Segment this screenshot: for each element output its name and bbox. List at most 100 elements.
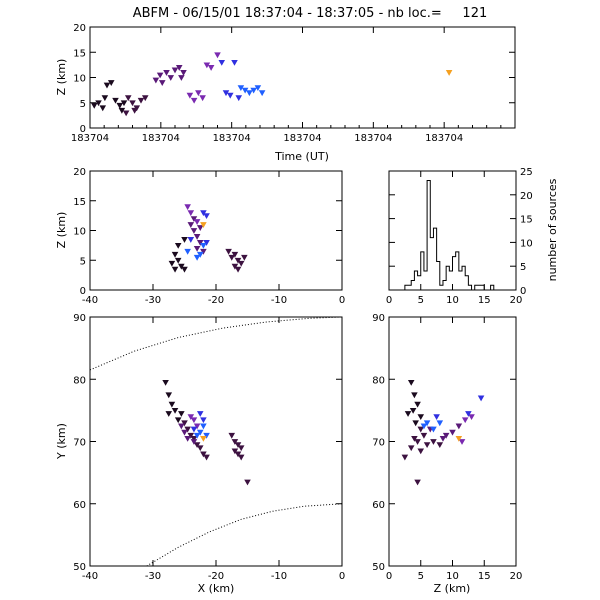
zy-point (417, 426, 425, 433)
xz-point (196, 240, 204, 246)
th-point (137, 97, 145, 104)
z-y-frame (388, 316, 517, 567)
xy-point (231, 439, 239, 445)
zy-point (409, 407, 417, 414)
xy-range-arc (146, 503, 343, 567)
xz-point (228, 254, 236, 261)
zy-point (430, 426, 437, 433)
xy-point (168, 401, 176, 408)
th-point (99, 105, 107, 112)
xz-xtick-label: -40 (82, 295, 98, 306)
zy-point (436, 420, 444, 427)
xz-point (193, 245, 201, 252)
xy-point (165, 392, 173, 399)
xz-point (225, 248, 232, 255)
x-y-panel: 50 60 70 80 90 -40 -30 -20 -10 0 X (km) Y (km) (55, 313, 345, 595)
xy-xtick-label: -30 (145, 571, 161, 582)
th-xtick-label: 183704 (283, 133, 321, 144)
zy-point (407, 445, 415, 452)
xz-point (200, 222, 207, 228)
hist-bar (408, 285, 411, 290)
hist-outline (404, 180, 495, 291)
hist-ytick-label: 15 (520, 215, 533, 226)
hist-bar (478, 285, 481, 290)
th-point (120, 100, 128, 107)
th-point (122, 110, 130, 117)
xy-range-arc (89, 316, 343, 371)
xz-point (193, 254, 201, 261)
xy-point (178, 423, 185, 430)
zy-point (477, 395, 485, 402)
xz-point (234, 257, 242, 264)
xy-xtick-label: -40 (82, 571, 98, 582)
zy-point (442, 432, 450, 439)
xz-point (178, 263, 185, 270)
th-point (116, 102, 124, 109)
xz-point (200, 248, 207, 255)
zy-point (411, 392, 418, 399)
xy-point (162, 379, 169, 386)
time-height-frame (89, 26, 516, 129)
th-point (129, 100, 136, 107)
zy-xtick-label: 5 (418, 571, 424, 582)
xy-xtick-label: -10 (271, 571, 287, 582)
hist-xtick-label: 15 (478, 295, 491, 306)
xz-point (231, 263, 239, 270)
th-ytick-label: 0 (80, 124, 86, 135)
xz-point (174, 242, 182, 249)
th-point (171, 67, 179, 74)
zy-point (417, 414, 425, 421)
xy-point (193, 432, 201, 439)
xy-point (203, 432, 210, 439)
hist-bar (440, 285, 443, 290)
zy-point (423, 442, 431, 449)
zy-point (414, 439, 421, 445)
xy-xtick-label: 0 (339, 571, 345, 582)
hist-xtick-label: 0 (386, 295, 392, 306)
th-point (103, 82, 111, 89)
x-z-panel: 0 5 10 15 20 -40 -30 -20 -10 0 Z (km) (55, 167, 345, 306)
th-point (90, 102, 98, 109)
zy-ytick-label: 60 (372, 500, 385, 511)
zy-point (417, 448, 425, 455)
xy-point (184, 426, 191, 433)
xz-point (193, 234, 201, 240)
th-point (186, 92, 194, 99)
xz-ytick-label: 10 (73, 227, 86, 238)
xz-point (241, 254, 248, 261)
zy-point (404, 411, 412, 417)
xy-point (200, 423, 207, 430)
th-point (107, 80, 115, 86)
th-xtick-label: 183704 (425, 133, 463, 144)
xy-point (181, 429, 188, 436)
xz-xtick-label: -20 (208, 295, 224, 306)
xy-ytick-label: 80 (73, 375, 86, 386)
zy-point (461, 417, 469, 424)
xz-point (187, 222, 195, 228)
th-point (163, 70, 170, 76)
xy-point (234, 442, 242, 449)
zy-point (468, 414, 475, 421)
xz-point (190, 228, 198, 234)
th-point (178, 75, 185, 81)
hist-xtick-label: 5 (418, 295, 424, 306)
xz-point (200, 210, 207, 217)
th-xtick-label: 183704 (213, 133, 251, 144)
th-point (246, 90, 253, 97)
th-point (254, 85, 262, 92)
xy-point (196, 429, 204, 436)
xz-point (171, 251, 179, 258)
zy-point (433, 414, 440, 421)
histogram-panel: 0 5 10 15 20 25 0 5 10 15 20 number of sources (386, 167, 559, 306)
xy-point (190, 426, 198, 433)
th-ytick-label: 10 (73, 74, 86, 85)
hist-bar (424, 271, 427, 290)
zy-point (423, 420, 431, 427)
time-height-panel: 0 5 10 15 20 183704 183704 183704 183704 183704 18… (55, 23, 516, 163)
zy-point (436, 442, 444, 449)
xy-point (187, 414, 195, 421)
zy-ytick-label: 80 (372, 375, 385, 386)
xz-point (196, 251, 204, 258)
th-ytick-label: 20 (73, 23, 86, 34)
xz-ylabel: Z (km) (55, 212, 68, 249)
